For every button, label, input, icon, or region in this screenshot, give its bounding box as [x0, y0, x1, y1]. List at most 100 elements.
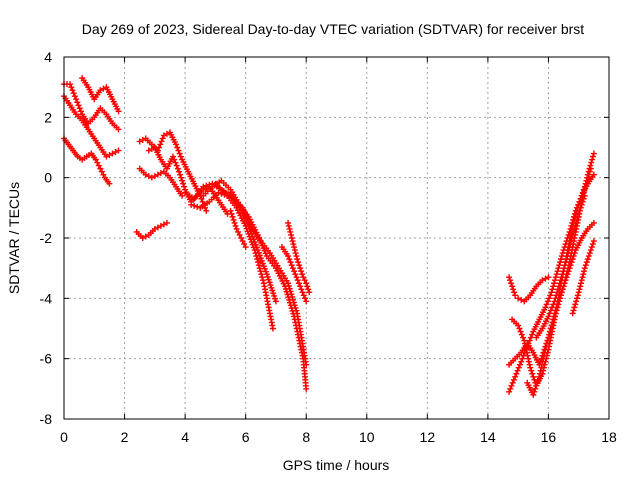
data-point	[511, 289, 518, 296]
data-point	[70, 90, 77, 97]
x-tick-label: 18	[601, 429, 617, 445]
data-point	[535, 376, 542, 383]
data-point	[263, 271, 270, 278]
data-point	[542, 304, 549, 311]
data-point	[163, 130, 170, 137]
data-point	[160, 132, 167, 139]
data-point	[562, 277, 569, 284]
data-point	[303, 361, 310, 368]
data-point	[145, 147, 152, 154]
data-point	[569, 310, 576, 317]
data-point	[554, 268, 561, 275]
data-point	[557, 256, 564, 263]
data-point	[580, 195, 587, 202]
series-sat-g	[136, 129, 210, 214]
data-point	[569, 256, 576, 263]
data-point	[574, 292, 581, 299]
data-point	[518, 358, 525, 365]
data-point	[529, 331, 536, 338]
x-tick-label: 16	[541, 429, 557, 445]
data-point	[542, 275, 549, 282]
data-point	[571, 304, 578, 311]
data-point	[518, 331, 525, 338]
data-point	[151, 225, 158, 232]
data-point	[510, 286, 517, 293]
x-tick-label: 8	[302, 429, 310, 445]
data-point	[590, 150, 597, 157]
y-tick-label: 0	[44, 170, 52, 186]
data-point	[232, 222, 239, 229]
data-point	[235, 228, 242, 235]
data-point	[148, 174, 155, 181]
data-point	[295, 280, 302, 287]
data-point	[546, 295, 553, 302]
y-tick-labels: -8 -6 -4 -2 0 2 4	[40, 49, 53, 427]
data-point	[542, 346, 549, 353]
data-point	[177, 153, 184, 160]
data-point	[171, 156, 178, 163]
series-sat-m	[279, 244, 310, 305]
data-point	[581, 192, 588, 199]
data-point	[231, 219, 238, 226]
data-point	[551, 280, 558, 287]
y-axis-title: SDTVAR / TECUs	[6, 182, 22, 294]
data-point	[551, 277, 558, 284]
data-point	[548, 289, 555, 296]
data-point	[560, 268, 567, 275]
data-point	[288, 262, 295, 269]
data-point	[546, 328, 553, 335]
data-point	[95, 162, 102, 169]
data-point	[194, 203, 201, 210]
data-point	[589, 153, 596, 160]
data-point	[558, 253, 565, 260]
data-point	[173, 141, 180, 148]
data-point	[253, 253, 260, 260]
data-point	[254, 256, 261, 263]
data-point	[513, 370, 520, 377]
data-point	[266, 279, 273, 286]
data-point	[565, 250, 572, 257]
data-point	[547, 307, 554, 314]
data-point	[559, 250, 566, 257]
series-sat-c	[61, 81, 122, 133]
data-point	[290, 299, 297, 306]
data-point	[296, 262, 303, 269]
data-point	[285, 222, 292, 229]
data-point	[553, 292, 560, 299]
data-point	[584, 174, 591, 181]
data-point	[200, 183, 207, 190]
data-point	[551, 298, 558, 305]
data-point	[179, 177, 186, 184]
data-point	[539, 277, 546, 284]
data-point	[558, 274, 565, 281]
series-sat-d	[79, 75, 122, 115]
data-point	[287, 228, 294, 235]
data-point	[545, 334, 552, 341]
data-point	[67, 81, 74, 88]
y-tick-label: -8	[40, 411, 53, 427]
data-point	[228, 210, 235, 217]
data-point	[300, 292, 307, 299]
data-point	[255, 259, 262, 266]
data-point	[589, 156, 596, 163]
data-point	[269, 287, 276, 294]
data-point	[285, 219, 292, 226]
data-point	[572, 222, 579, 229]
data-point	[287, 288, 294, 295]
series-sat-b	[61, 135, 113, 187]
data-point	[302, 295, 309, 302]
data-point	[543, 301, 550, 308]
data-point	[292, 304, 299, 311]
data-point	[251, 247, 258, 254]
data-point	[270, 290, 277, 297]
data-point	[515, 322, 522, 329]
data-point	[523, 346, 530, 353]
data-point	[170, 153, 176, 160]
data-point	[299, 289, 306, 296]
data-point	[521, 349, 528, 356]
data-point	[142, 233, 149, 240]
data-point	[289, 293, 296, 300]
data-point	[578, 277, 585, 284]
data-point	[516, 325, 523, 332]
data-point	[290, 241, 297, 248]
